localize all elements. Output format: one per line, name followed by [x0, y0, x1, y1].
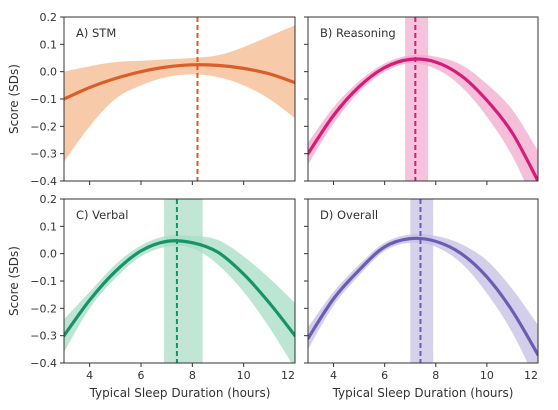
plot-area [64, 17, 295, 181]
x-tick-label: 10 [237, 369, 251, 382]
y-tick-label: −0.2 [30, 120, 57, 133]
plot-area [64, 199, 295, 363]
plot-area [308, 199, 538, 363]
peak-ci-band [410, 199, 434, 363]
x-tick-label: 8 [432, 369, 439, 382]
peak-ci-band [164, 199, 203, 363]
confidence-band [308, 54, 538, 181]
x-tick-label: 4 [330, 369, 337, 382]
y-tick-label: 0.2 [40, 193, 58, 206]
x-axis-label-right: Typical Sleep Duration (hours) [332, 386, 514, 400]
x-tick-label: 6 [138, 369, 145, 382]
x-tick-label: 12 [281, 369, 295, 382]
series-line [308, 236, 538, 357]
y-tick-label: −0.1 [30, 93, 57, 106]
series-line [308, 57, 538, 181]
y-tick-label: −0.1 [30, 275, 57, 288]
series-line [64, 63, 295, 101]
x-tick-label: 6 [381, 369, 388, 382]
panel-stm: 0.2 0.1 0.0 −0.1 −0.2 −0.3 −0.4 A) STM [30, 11, 296, 188]
panel-verbal: 0.2 0.1 0.0 −0.1 −0.2 −0.3 −0.4 4 6 8 10 12 C) Verba… [30, 193, 296, 382]
y-axis-label-bottom: Score (SDs) [7, 246, 21, 316]
panel-overall: 4 6 8 10 12 D) Overall [304, 198, 539, 382]
panel-title: C) Verbal [76, 208, 129, 222]
y-axis-label-top: Score (SDs) [7, 64, 21, 134]
y-tick-label: −0.3 [30, 148, 57, 161]
y-tick-label: −0.4 [30, 175, 57, 188]
x-axis-label-left: Typical Sleep Duration (hours) [89, 386, 271, 400]
x-tick-label: 4 [86, 369, 93, 382]
confidence-band [308, 234, 538, 363]
plot-area [308, 17, 538, 181]
series-line [64, 239, 295, 338]
panel-reasoning: B) Reasoning [304, 16, 539, 185]
panel-title: B) Reasoning [320, 26, 396, 40]
y-tick-label: −0.3 [30, 330, 57, 343]
y-tick-label: 0.1 [40, 220, 58, 233]
y-tick-label: 0.1 [40, 38, 58, 51]
peak-ci-band [405, 17, 429, 181]
confidence-band [64, 25, 295, 162]
x-tick-label: 12 [524, 369, 538, 382]
y-tick-label: −0.2 [30, 302, 57, 315]
panel-title: A) STM [76, 26, 116, 40]
panel-title: D) Overall [320, 208, 378, 222]
y-tick-label: 0.2 [40, 11, 58, 24]
y-tick-label: −0.4 [30, 357, 57, 370]
y-tick-label: 0.0 [40, 248, 58, 261]
x-tick-label: 10 [480, 369, 494, 382]
y-tick-label: 0.0 [40, 66, 58, 79]
x-tick-label: 8 [189, 369, 196, 382]
